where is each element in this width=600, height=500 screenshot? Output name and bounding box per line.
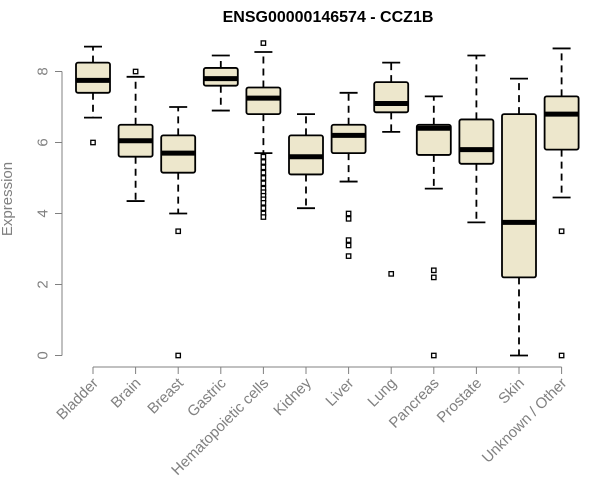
outlier-point: [132, 68, 139, 75]
iqr-box: [501, 113, 537, 279]
x-tick-label: Brain: [108, 375, 145, 412]
outlier-point: [345, 237, 352, 243]
box-group: [245, 40, 282, 220]
y-tick-label: 0: [35, 351, 52, 359]
x-tick-label: Bladder: [53, 375, 102, 424]
box-group: [543, 47, 580, 359]
outlier-point: [260, 199, 267, 206]
box-group: [330, 91, 367, 259]
outlier-point: [260, 153, 267, 160]
y-tick-label: 2: [35, 280, 52, 288]
outlier-point: [90, 139, 96, 146]
outlier-point: [345, 215, 352, 222]
outlier-point: [175, 352, 182, 359]
outlier-point: [345, 253, 352, 259]
y-tick-label: 8: [35, 67, 52, 75]
outlier-point: [430, 274, 437, 281]
iqr-box: [373, 81, 410, 114]
x-tick-label: Breast: [144, 374, 187, 417]
box-group: [288, 113, 324, 210]
iqr-box: [415, 123, 452, 156]
outlier-point: [345, 210, 352, 217]
box-group: [202, 54, 239, 112]
outlier-point: [260, 164, 267, 171]
outlier-point: [260, 205, 267, 212]
y-axis-label: Expression: [0, 162, 16, 236]
iqr-box: [543, 95, 580, 151]
outlier-point: [430, 267, 437, 274]
box-group: [415, 95, 452, 359]
outlier-point: [260, 175, 267, 181]
outlier-point: [388, 270, 395, 277]
outlier-point: [260, 180, 267, 187]
box-group: [458, 54, 495, 224]
x-tick-label: Prostate: [434, 375, 486, 427]
chart-title: ENSG00000146574 - CCZ1B: [223, 9, 434, 26]
box-group: [75, 45, 111, 146]
iqr-box: [458, 118, 495, 165]
x-tick-label: Liver: [322, 375, 357, 410]
outlier-point: [558, 352, 565, 359]
box-group: [160, 106, 197, 359]
y-axis: 0 2 4 6 8: [35, 67, 63, 360]
box-group: [373, 61, 410, 277]
box-group: [501, 77, 537, 357]
outlier-point: [558, 228, 565, 235]
x-tick-label: Skin: [495, 375, 528, 408]
x-tick-label: Lung: [364, 375, 400, 411]
iqr-box: [245, 86, 282, 115]
iqr-box: [75, 61, 111, 94]
y-tick-label: 4: [35, 209, 52, 217]
outlier-point: [260, 214, 267, 220]
box-group: [117, 68, 154, 202]
outlier-point: [260, 169, 267, 176]
outlier-point: [430, 352, 437, 359]
outlier-point: [175, 228, 182, 235]
x-tick-label: Kidney: [270, 374, 315, 419]
outlier-point: [260, 40, 267, 46]
iqr-box: [330, 123, 367, 155]
outlier-point: [345, 242, 352, 249]
boxes-group: [75, 40, 580, 359]
outlier-point: [260, 159, 267, 165]
y-tick-label: 6: [35, 138, 52, 146]
